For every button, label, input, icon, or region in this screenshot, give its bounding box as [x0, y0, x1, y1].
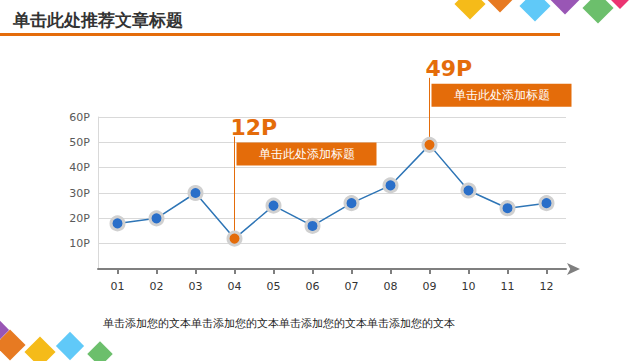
svg-text:09: 09 — [423, 280, 437, 293]
svg-text:07: 07 — [345, 280, 359, 293]
svg-text:单击此处添加标题: 单击此处添加标题 — [454, 88, 550, 102]
svg-text:02: 02 — [150, 280, 164, 293]
svg-text:20P: 20P — [69, 212, 90, 225]
svg-text:05: 05 — [267, 280, 281, 293]
svg-text:10P: 10P — [69, 237, 90, 250]
svg-text:04: 04 — [228, 280, 242, 293]
svg-text:50P: 50P — [69, 136, 90, 149]
svg-text:11: 11 — [501, 280, 515, 293]
svg-text:12P: 12P — [231, 115, 278, 140]
svg-text:30P: 30P — [69, 187, 90, 200]
svg-text:12: 12 — [540, 280, 554, 293]
svg-text:08: 08 — [384, 280, 398, 293]
svg-text:40P: 40P — [69, 161, 90, 174]
svg-text:03: 03 — [189, 280, 203, 293]
svg-text:10: 10 — [462, 280, 476, 293]
svg-text:单击此处推荐文章标题: 单击此处推荐文章标题 — [12, 10, 183, 30]
svg-text:01: 01 — [111, 280, 125, 293]
svg-text:单击此处添加标题: 单击此处添加标题 — [259, 147, 355, 161]
svg-text:06: 06 — [306, 280, 320, 293]
svg-text:60P: 60P — [69, 111, 90, 124]
svg-text:单击添加您的文本单击添加您的文本单击添加您的文本单击添加您的: 单击添加您的文本单击添加您的文本单击添加您的文本单击添加您的文本 — [103, 317, 455, 330]
svg-text:49P: 49P — [426, 56, 473, 81]
